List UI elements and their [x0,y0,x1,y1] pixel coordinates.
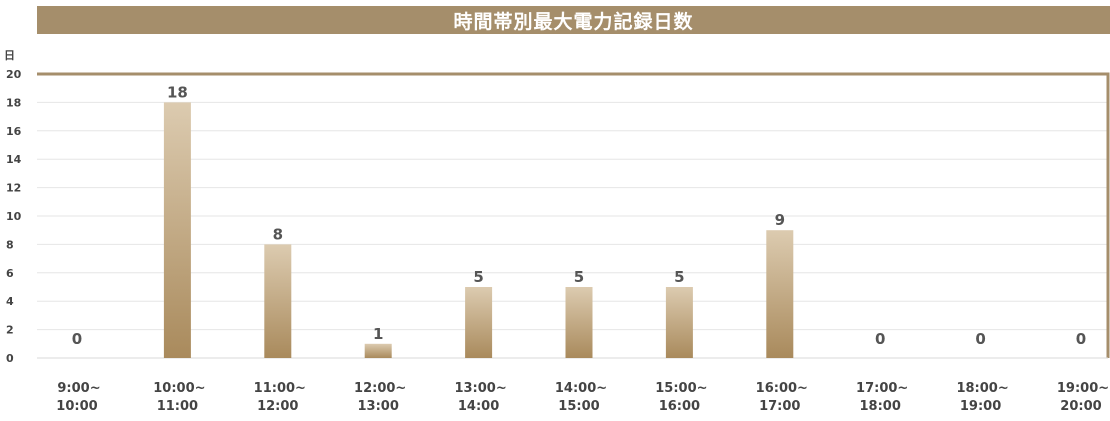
y-tick-label: 20 [6,68,22,81]
x-tick-label: 20:00 [1060,399,1101,414]
bar [163,102,191,359]
x-tick-label: 19:00 [960,399,1001,414]
data-label: 0 [975,330,985,348]
y-axis-unit: 日 [4,49,15,62]
y-tick-label: 12 [6,182,21,195]
x-tick-label: 12:00 [257,399,298,414]
x-tick-label: 9:00~ [57,381,100,396]
x-tick-label: 15:00~ [655,381,707,396]
y-tick-label: 10 [6,210,22,223]
x-tick-label: 15:00 [558,399,599,414]
data-label: 1 [373,325,383,343]
bar [766,230,794,358]
x-tick-label: 19:00~ [1057,381,1109,396]
y-tick-label: 0 [6,352,14,365]
x-tick-label: 13:00 [358,399,399,414]
y-tick-label: 18 [6,96,21,109]
plot-frame [37,72,1110,358]
x-tick-label: 10:00~ [153,381,205,396]
data-label: 5 [574,268,584,286]
x-tick-label: 16:00 [659,399,700,414]
bar [565,287,593,358]
x-tick-label: 18:00~ [956,381,1008,396]
y-tick-label: 4 [6,295,14,308]
x-tick-label: 17:00~ [856,381,908,396]
x-tick-label: 16:00~ [756,381,808,396]
bar [364,343,392,358]
data-label: 0 [72,330,82,348]
x-tick-label: 14:00 [458,399,499,414]
bar [465,287,493,358]
chart-title: 時間帯別最大電力記録日数 [37,6,1110,34]
x-tick-label: 18:00 [860,399,901,414]
bar [264,244,292,358]
x-tick-label: 14:00~ [555,381,607,396]
x-tick-label: 11:00 [157,399,198,414]
y-tick-label: 16 [6,125,22,138]
y-tick-label: 6 [6,267,14,280]
y-tick-label: 8 [6,238,14,251]
y-tick-label: 2 [6,324,14,337]
bar [665,287,693,358]
x-tick-label: 13:00~ [454,381,506,396]
data-label: 0 [875,330,885,348]
data-label: 0 [1076,330,1086,348]
x-tick-label: 12:00~ [354,381,406,396]
x-tick-label: 17:00 [759,399,800,414]
data-label: 5 [674,268,684,286]
data-label: 8 [273,225,283,243]
data-label: 9 [775,211,785,229]
x-tick-label: 10:00 [56,399,97,414]
x-tick-label: 11:00~ [254,381,306,396]
y-tick-label: 14 [6,153,22,166]
data-label: 5 [473,268,483,286]
data-label: 18 [167,83,188,101]
